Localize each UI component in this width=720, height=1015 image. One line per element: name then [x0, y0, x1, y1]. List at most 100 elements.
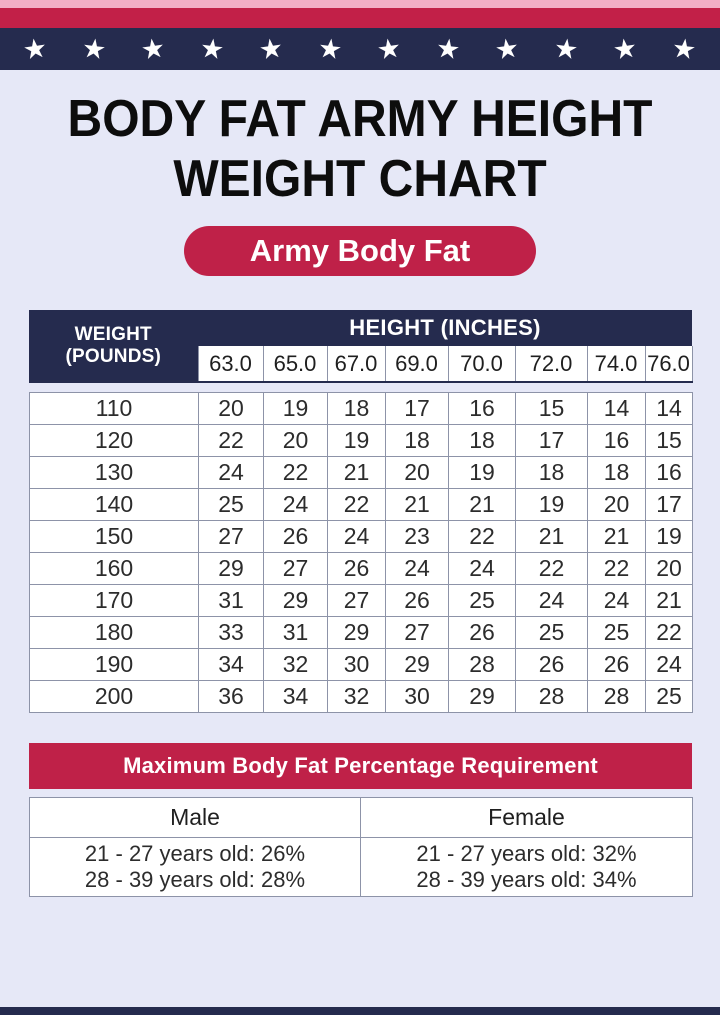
body-fat-cell: 21	[327, 456, 386, 489]
body-fat-cell: 17	[645, 488, 693, 521]
body-fat-cell: 27	[327, 584, 386, 617]
weight-cell: 140	[29, 488, 199, 521]
requirements-table: Male Female 21 - 27 years old: 26% 28 - 39…	[29, 797, 693, 897]
body-fat-cell: 18	[448, 424, 516, 457]
body-fat-cell: 15	[515, 392, 588, 425]
star-icon: ★	[257, 31, 286, 66]
requirement-line: 21 - 27 years old: 26%	[84, 841, 306, 866]
body-fat-cell: 27	[263, 552, 328, 585]
page-title-line-1: BODY FAT ARMY HEIGHT	[67, 90, 653, 149]
requirement-group-header: Female	[360, 797, 693, 838]
star-icon: ★	[611, 31, 640, 66]
body-fat-cell: 22	[645, 616, 693, 649]
star-icon: ★	[21, 31, 50, 66]
body-fat-cell: 22	[198, 424, 264, 457]
weight-cell: 200	[29, 680, 199, 713]
page-title: BODY FAT ARMY HEIGHT WEIGHT CHART	[0, 90, 720, 210]
requirement-values: 21 - 27 years old: 32% 28 - 39 years old:…	[360, 837, 693, 897]
body-fat-cell: 24	[198, 456, 264, 489]
weight-cell: 180	[29, 616, 199, 649]
body-fat-cell: 29	[448, 680, 516, 713]
height-column-header: 70.0	[447, 346, 516, 383]
height-weight-table-section: WEIGHT (POUNDS) HEIGHT (INCHES) 63.0 65.0…	[29, 310, 693, 713]
body-fat-cell: 30	[327, 648, 386, 681]
body-fat-cell: 22	[587, 552, 646, 585]
body-fat-cell: 21	[448, 488, 516, 521]
height-column-header: 69.0	[384, 346, 449, 383]
body-fat-cell: 21	[645, 584, 693, 617]
body-fat-cell: 25	[645, 680, 693, 713]
height-values-row: 63.0 65.0 67.0 69.0 70.0 72.0 74.0 76.0	[29, 346, 693, 383]
height-column-header: 63.0	[197, 346, 264, 383]
body-fat-cell: 28	[587, 680, 646, 713]
body-fat-cell: 24	[587, 584, 646, 617]
weight-cell: 160	[29, 552, 199, 585]
body-fat-cell: 25	[587, 616, 646, 649]
table-row: 190 34 32 30 29 28 26 26 24	[29, 648, 693, 681]
star-icon: ★	[198, 32, 227, 65]
requirement-values: 21 - 27 years old: 26% 28 - 39 years old:…	[29, 837, 361, 897]
table-row: 170 31 29 27 26 25 24 24 21	[29, 584, 693, 617]
requirements-bar-title: Maximum Body Fat Percentage Requirement	[123, 753, 598, 778]
body-fat-cell: 26	[515, 648, 588, 681]
body-fat-cell: 19	[263, 392, 328, 425]
star-icon: ★	[375, 31, 404, 66]
body-fat-cell: 20	[385, 456, 449, 489]
table-row: 130 24 22 21 20 19 18 18 16	[29, 456, 693, 489]
body-fat-cell: 34	[263, 680, 328, 713]
body-fat-cell: 26	[327, 552, 386, 585]
red-strip	[0, 8, 720, 28]
table-row: 180 33 31 29 27 26 25 25 22	[29, 616, 693, 649]
requirements-values-row: 21 - 27 years old: 26% 28 - 39 years old:…	[29, 837, 693, 897]
body-fat-cell: 16	[645, 456, 693, 489]
body-fat-table: 110 20 19 18 17 16 15 14 14 120 22 20 19 18 18 17 16 15 13…	[29, 392, 693, 713]
page-title-line-2: WEIGHT CHART	[173, 150, 547, 209]
body-fat-cell: 27	[198, 520, 264, 553]
body-fat-cell: 28	[448, 648, 516, 681]
body-fat-cell: 20	[587, 488, 646, 521]
body-fat-cell: 25	[515, 616, 588, 649]
body-fat-cell: 24	[448, 552, 516, 585]
table-row: 160 29 27 26 24 24 22 22 20	[29, 552, 693, 585]
height-weight-table-header: WEIGHT (POUNDS) HEIGHT (INCHES) 63.0 65.0…	[29, 310, 693, 383]
height-column-header: 65.0	[262, 346, 328, 383]
requirements-bar: Maximum Body Fat Percentage Requirement	[29, 743, 692, 789]
body-fat-cell: 17	[515, 424, 588, 457]
body-fat-cell: 15	[645, 424, 693, 457]
body-fat-cell: 17	[385, 392, 449, 425]
body-fat-cell: 32	[327, 680, 386, 713]
body-fat-cell: 18	[327, 392, 386, 425]
body-fat-cell: 18	[385, 424, 449, 457]
body-fat-cell: 19	[448, 456, 516, 489]
body-fat-cell: 24	[385, 552, 449, 585]
body-fat-cell: 20	[198, 392, 264, 425]
body-fat-cell: 20	[263, 424, 328, 457]
body-fat-cell: 29	[198, 552, 264, 585]
body-fat-cell: 24	[645, 648, 693, 681]
body-fat-cell: 32	[263, 648, 328, 681]
body-fat-cell: 16	[587, 424, 646, 457]
requirement-group-header: Male	[29, 797, 361, 838]
body-fat-cell: 21	[587, 520, 646, 553]
body-fat-cell: 16	[448, 392, 516, 425]
body-fat-cell: 25	[448, 584, 516, 617]
table-row: 140 25 24 22 21 21 19 20 17	[29, 488, 693, 521]
weight-cell: 120	[29, 424, 199, 457]
body-fat-cell: 22	[448, 520, 516, 553]
requirements-header-row: Male Female	[29, 797, 693, 838]
body-fat-cell: 25	[198, 488, 264, 521]
footer-strip	[0, 1007, 720, 1015]
body-fat-cell: 34	[198, 648, 264, 681]
body-fat-cell: 24	[515, 584, 588, 617]
table-row: 110 20 19 18 17 16 15 14 14	[29, 392, 693, 425]
height-column-header: 67.0	[326, 346, 386, 383]
body-fat-cell: 29	[263, 584, 328, 617]
body-fat-cell: 18	[587, 456, 646, 489]
body-fat-cell: 24	[327, 520, 386, 553]
body-fat-cell: 22	[515, 552, 588, 585]
weight-cell: 110	[29, 392, 199, 425]
weight-cell: 130	[29, 456, 199, 489]
requirement-line: 21 - 27 years old: 32%	[416, 841, 637, 866]
body-fat-cell: 36	[198, 680, 264, 713]
